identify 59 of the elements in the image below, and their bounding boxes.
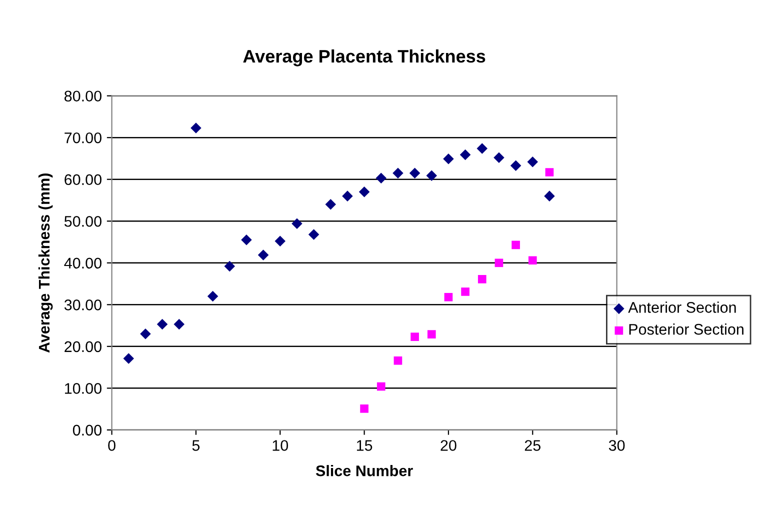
point bbox=[460, 149, 471, 160]
x-tick-label: 25 bbox=[524, 440, 540, 451]
y-tick-label: 40.00 bbox=[64, 258, 102, 269]
point bbox=[426, 170, 438, 181]
y-tick-label: 60.00 bbox=[64, 174, 102, 186]
point bbox=[443, 154, 454, 164]
point bbox=[427, 330, 436, 338]
chart-title: Average Placenta Thickness bbox=[243, 49, 486, 66]
y-tick-label: 50.00 bbox=[64, 216, 102, 227]
point bbox=[224, 260, 236, 272]
point bbox=[410, 332, 419, 341]
x-axis-title: Slice Number bbox=[316, 465, 413, 476]
point bbox=[409, 168, 420, 178]
y-axis-title: Average Thickness (mm) bbox=[38, 173, 53, 353]
point bbox=[325, 199, 336, 210]
point bbox=[392, 168, 404, 178]
point bbox=[274, 236, 286, 247]
point bbox=[292, 218, 302, 230]
point bbox=[376, 172, 387, 184]
point bbox=[545, 168, 554, 176]
point bbox=[140, 328, 151, 340]
point bbox=[308, 229, 320, 240]
point bbox=[156, 318, 168, 330]
point bbox=[478, 275, 486, 284]
point bbox=[494, 258, 504, 268]
x-tick-label: 0 bbox=[108, 440, 116, 451]
y-tick-label: 30.00 bbox=[64, 300, 102, 310]
y-tick-label: 80.00 bbox=[64, 90, 102, 102]
legend-label: Anterior Section bbox=[628, 302, 736, 313]
point bbox=[190, 122, 202, 134]
point bbox=[358, 186, 370, 198]
x-tick-label: 10 bbox=[272, 440, 288, 451]
point bbox=[174, 318, 185, 330]
y-tick-label: 10.00 bbox=[65, 383, 102, 394]
point bbox=[376, 382, 386, 391]
x-tick-label: 5 bbox=[192, 440, 200, 451]
point bbox=[444, 292, 453, 302]
point bbox=[510, 160, 522, 171]
x-tick-label: 15 bbox=[356, 440, 372, 451]
point bbox=[342, 190, 353, 202]
point bbox=[527, 156, 538, 168]
y-tick-label: 70.00 bbox=[64, 132, 102, 144]
point bbox=[512, 240, 520, 250]
point bbox=[394, 356, 402, 365]
point bbox=[123, 353, 134, 364]
point bbox=[360, 404, 368, 413]
x-tick-label: 20 bbox=[440, 440, 456, 451]
point bbox=[258, 250, 269, 260]
y-tick-label: 0.00 bbox=[72, 424, 102, 436]
y-tick-label: 20.00 bbox=[64, 341, 102, 352]
point bbox=[528, 256, 537, 265]
point bbox=[461, 288, 470, 296]
point bbox=[544, 190, 555, 202]
legend-label: Posterior Section bbox=[629, 324, 744, 335]
point bbox=[494, 152, 504, 164]
x-tick-label: 30 bbox=[608, 440, 625, 451]
point bbox=[241, 234, 252, 246]
point bbox=[476, 143, 488, 154]
point bbox=[207, 290, 218, 302]
